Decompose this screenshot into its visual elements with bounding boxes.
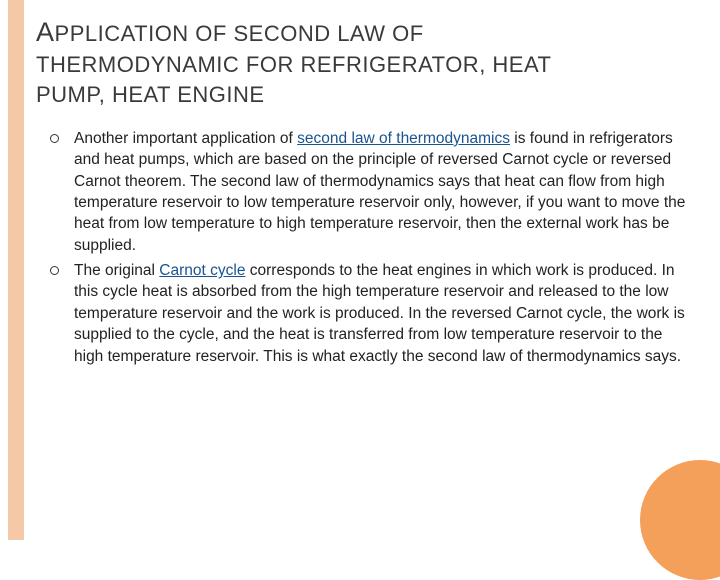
corner-circle-decoration <box>640 460 720 580</box>
link-carnot-cycle[interactable]: Carnot cycle <box>159 262 245 279</box>
list-item: Another important application of second … <box>60 128 692 256</box>
title-first-cap: A <box>36 17 55 47</box>
slide-title: APPLICATION OF SECOND LAW OF THERMODYNAM… <box>36 14 692 110</box>
bullet-text-pre: Another important application of <box>74 130 297 147</box>
title-line2: THERMODYNAMIC FOR REFRIGERATOR, HEAT <box>36 52 551 77</box>
bullet-text-pre: The original <box>74 262 159 279</box>
slide-content: APPLICATION OF SECOND LAW OF THERMODYNAM… <box>36 14 692 371</box>
left-accent-bar <box>8 0 24 540</box>
list-item: The original Carnot cycle corresponds to… <box>60 260 692 367</box>
bullet-text-post: is found in refrigerators and heat pumps… <box>74 130 685 254</box>
bullet-list: Another important application of second … <box>36 128 692 367</box>
title-line3: PUMP, HEAT ENGINE <box>36 82 265 107</box>
link-second-law[interactable]: second law of thermodynamics <box>297 130 510 147</box>
title-line1-rest: PPLICATION OF SECOND LAW OF <box>55 21 424 46</box>
